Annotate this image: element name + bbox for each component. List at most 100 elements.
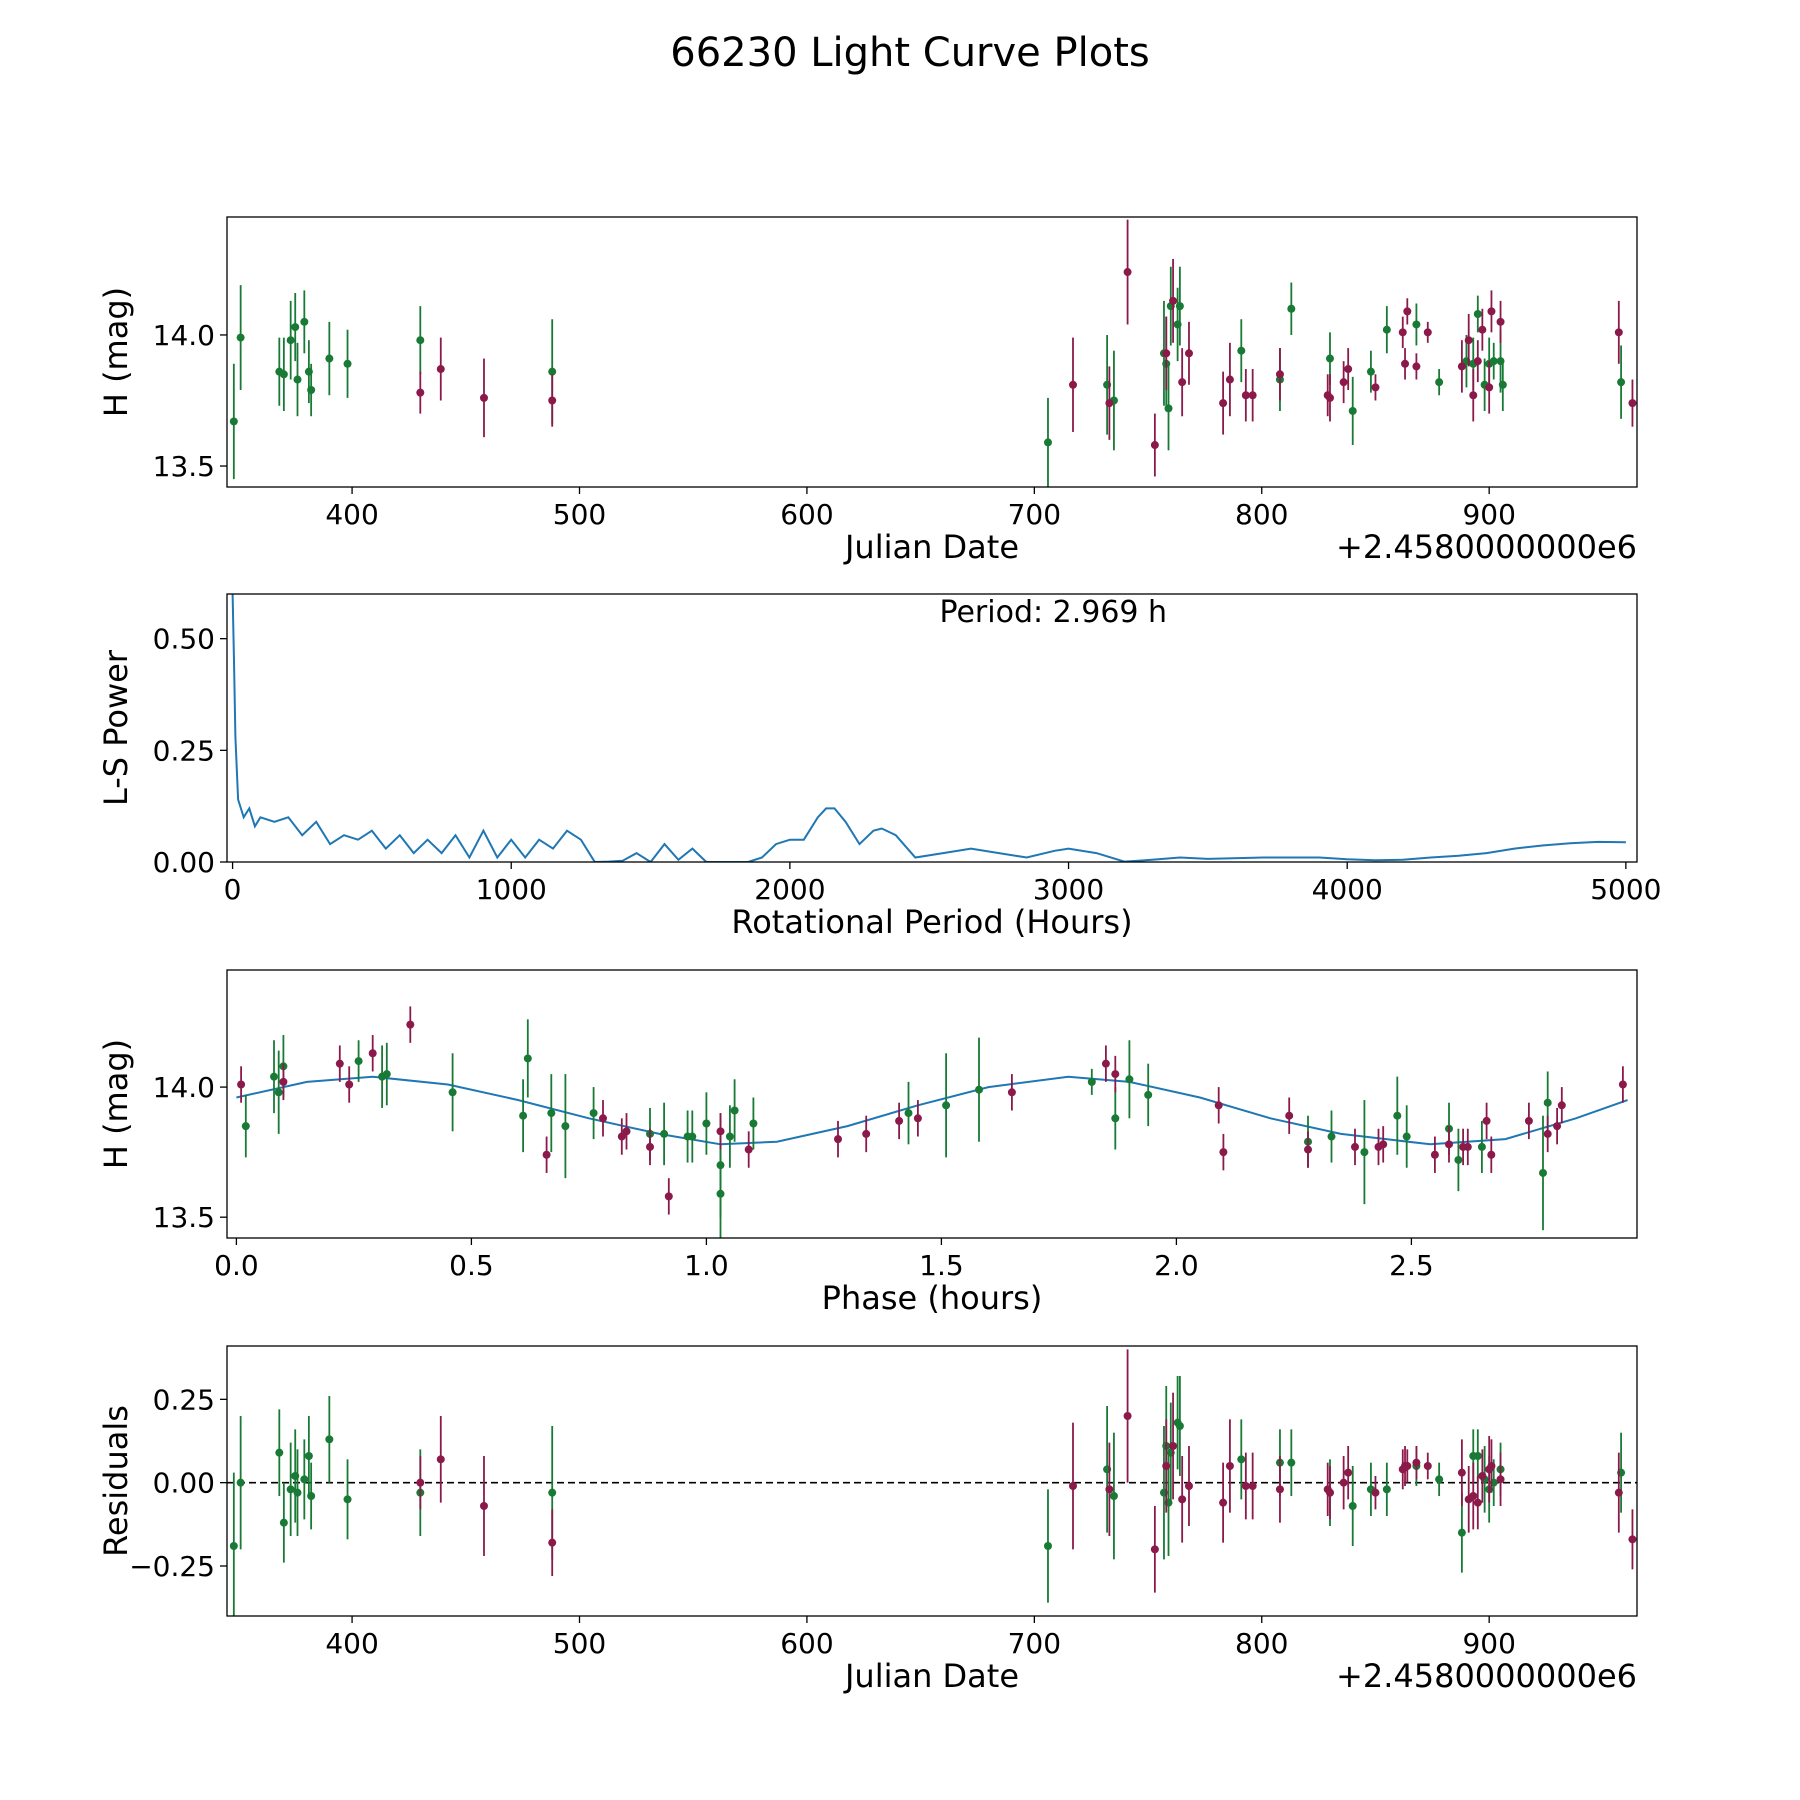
residuals-point [1150, 1545, 1159, 1554]
residuals-ytick-label: −0.25 [129, 1550, 215, 1583]
phased-point [1477, 1142, 1486, 1151]
phased-point [241, 1122, 250, 1131]
lightcurve-point [1382, 325, 1391, 334]
residuals-point [1175, 1422, 1184, 1430]
phased-point [834, 1135, 842, 1144]
periodogram-ytick-label: 0.25 [153, 734, 215, 767]
lightcurve-point [1469, 391, 1478, 400]
residuals-offset-text: +2.4580000000e6 [1336, 1657, 1637, 1695]
phased-point [1445, 1140, 1453, 1149]
lightcurve-point [307, 386, 316, 395]
periodogram-xtick-label: 0 [224, 873, 242, 906]
phased-point [1125, 1075, 1134, 1084]
lightcurve-point [1150, 441, 1159, 450]
phased-point [730, 1106, 739, 1115]
phased-point [274, 1088, 283, 1097]
residuals-point [229, 1542, 238, 1550]
lightcurve-point [1473, 357, 1482, 366]
lightcurve-point [1496, 317, 1505, 326]
phased-point [561, 1122, 570, 1131]
periodogram-xtick-label: 2000 [754, 873, 825, 906]
lightcurve-point [548, 367, 557, 376]
lightcurve-point [1162, 349, 1171, 358]
phased-point [354, 1057, 363, 1066]
residuals-point [304, 1452, 313, 1460]
phased-series-green [241, 1019, 1552, 1238]
residuals-point [1403, 1462, 1412, 1470]
figure-title: 66230 Light Curve Plots [670, 30, 1149, 76]
lightcurve-point [1614, 328, 1623, 337]
phased-point [1111, 1070, 1120, 1079]
lightcurve-point [1175, 302, 1184, 311]
lightcurve-point [1457, 362, 1466, 371]
lightcurve-point [1398, 328, 1407, 337]
phased-xtick-label: 2.5 [1389, 1249, 1434, 1282]
periodogram-xtick-label: 4000 [1312, 873, 1383, 906]
phased-point [542, 1150, 551, 1159]
phased-xtick-label: 0.5 [449, 1249, 494, 1282]
periodogram-xtick-label: 3000 [1033, 873, 1104, 906]
lightcurve-point [1184, 349, 1193, 358]
lightcurve-point [1617, 378, 1626, 387]
phased-point [1454, 1155, 1463, 1164]
residuals-point [416, 1478, 425, 1487]
residuals-point [1371, 1488, 1380, 1497]
lightcurve-point [1412, 362, 1421, 371]
lightcurve-offset-text: +2.4580000000e6 [1336, 528, 1637, 566]
lightcurve-point [1423, 328, 1432, 337]
phased-point [1524, 1116, 1533, 1125]
phased-point [1557, 1101, 1566, 1110]
lightcurve-point [1487, 307, 1496, 316]
residuals-xtick-label: 600 [780, 1627, 833, 1660]
periodogram-annotation: Period: 2.969 h [939, 595, 1167, 630]
phased-point [406, 1020, 415, 1029]
residuals-series-maroon [416, 1349, 1637, 1593]
residuals-point [548, 1488, 557, 1497]
lightcurve-point [1478, 325, 1487, 334]
phased-point [895, 1116, 904, 1125]
phased-plot-area [236, 1006, 1628, 1238]
residuals-point [1348, 1502, 1357, 1510]
phased-point [1351, 1142, 1359, 1151]
phased-axes: 0.0 0.5 1.0 1.5 2.0 2.5 13.5 14.0 Phase (hours) H… [97, 969, 1638, 1317]
phased-point [904, 1109, 913, 1118]
residuals-point [1225, 1462, 1234, 1470]
phased-point [237, 1080, 246, 1089]
residuals-axes: 400 500 600 700 800 900 −0.25 0.00 0.25 Julian Da… [97, 1345, 1638, 1695]
lightcurve-point [1628, 399, 1637, 408]
lightcurve-point [1473, 309, 1482, 318]
lightcurve-point [1485, 383, 1494, 392]
phased-xtick-label: 1.0 [684, 1249, 729, 1282]
phased-point [1539, 1168, 1547, 1177]
periodogram-plot-area [231, 594, 1626, 862]
residuals-xtick-label: 400 [325, 1627, 378, 1660]
lightcurve-point [1325, 393, 1334, 402]
residuals-point [1184, 1482, 1193, 1490]
phased-point [716, 1127, 725, 1136]
lightcurve-point [1241, 391, 1250, 400]
phased-xlabel: Phase (hours) [822, 1279, 1043, 1317]
residuals-point [279, 1518, 288, 1527]
lightcurve-point [286, 336, 295, 345]
phased-point [1144, 1090, 1153, 1099]
residuals-point [1287, 1458, 1296, 1467]
lightcurve-axes: 400 500 600 700 800 900 13.5 14.0 Julian Date H (… [97, 216, 1638, 566]
phased-point [547, 1109, 556, 1118]
lightcurve-point [279, 370, 288, 379]
phased-series-maroon [237, 1006, 1627, 1215]
phased-point [368, 1049, 377, 1058]
residuals-point [236, 1478, 245, 1487]
residuals-point [1487, 1462, 1496, 1470]
phased-point [1543, 1129, 1552, 1138]
phased-point [660, 1129, 669, 1138]
lightcurve-point [1169, 296, 1178, 305]
phased-point [345, 1080, 354, 1089]
lightcurve-point [548, 396, 557, 405]
periodogram-ytick-label: 0.50 [153, 623, 215, 656]
lightcurve-point [1178, 378, 1187, 387]
phased-point [1087, 1077, 1096, 1086]
phased-point [1327, 1132, 1336, 1141]
lightcurve-point [1225, 375, 1234, 384]
